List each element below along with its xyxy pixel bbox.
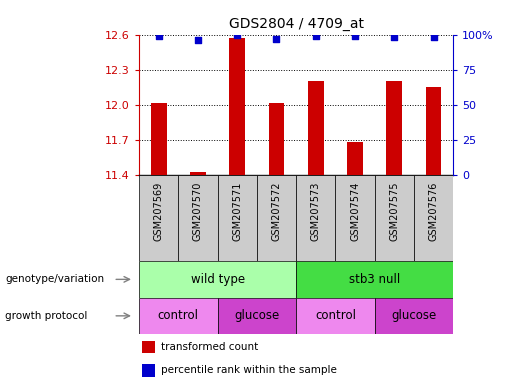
- Text: GSM207571: GSM207571: [232, 182, 242, 241]
- Text: GSM207575: GSM207575: [389, 182, 399, 241]
- Bar: [269, 103, 284, 175]
- Text: GSM207572: GSM207572: [271, 182, 282, 241]
- Bar: [375, 298, 453, 334]
- Point: [272, 36, 281, 42]
- Bar: [296, 298, 375, 334]
- Bar: [139, 175, 178, 261]
- Point: [194, 37, 202, 43]
- Text: wild type: wild type: [191, 273, 245, 286]
- Point: [233, 31, 242, 38]
- Bar: [375, 175, 414, 261]
- Bar: [296, 261, 453, 298]
- Bar: [151, 103, 166, 175]
- Text: stb3 null: stb3 null: [349, 273, 400, 286]
- Title: GDS2804 / 4709_at: GDS2804 / 4709_at: [229, 17, 364, 31]
- Bar: [257, 175, 296, 261]
- Point: [351, 33, 359, 39]
- Text: transformed count: transformed count: [161, 341, 259, 352]
- Text: GSM207570: GSM207570: [193, 182, 203, 241]
- Bar: [139, 298, 217, 334]
- Bar: [347, 142, 363, 175]
- Point: [430, 34, 438, 40]
- Bar: [217, 175, 257, 261]
- Bar: [142, 341, 155, 353]
- Point: [154, 33, 163, 39]
- Bar: [178, 175, 218, 261]
- Text: GSM207569: GSM207569: [153, 182, 164, 241]
- Text: GSM207573: GSM207573: [311, 182, 321, 241]
- Text: genotype/variation: genotype/variation: [5, 274, 104, 285]
- Bar: [229, 38, 245, 175]
- Text: GSM207574: GSM207574: [350, 182, 360, 241]
- Text: control: control: [158, 310, 199, 322]
- Bar: [335, 175, 375, 261]
- Text: growth protocol: growth protocol: [5, 311, 88, 321]
- Bar: [139, 261, 296, 298]
- Text: GSM207576: GSM207576: [428, 182, 439, 241]
- Bar: [426, 87, 441, 175]
- Bar: [296, 175, 335, 261]
- Bar: [414, 175, 453, 261]
- Bar: [308, 81, 323, 175]
- Bar: [217, 298, 296, 334]
- Text: glucose: glucose: [391, 310, 437, 322]
- Text: glucose: glucose: [234, 310, 280, 322]
- Text: percentile rank within the sample: percentile rank within the sample: [161, 365, 337, 375]
- Bar: [190, 172, 206, 175]
- Point: [312, 33, 320, 39]
- Bar: [142, 364, 155, 376]
- Bar: [386, 81, 402, 175]
- Text: control: control: [315, 310, 356, 322]
- Point: [390, 34, 399, 40]
